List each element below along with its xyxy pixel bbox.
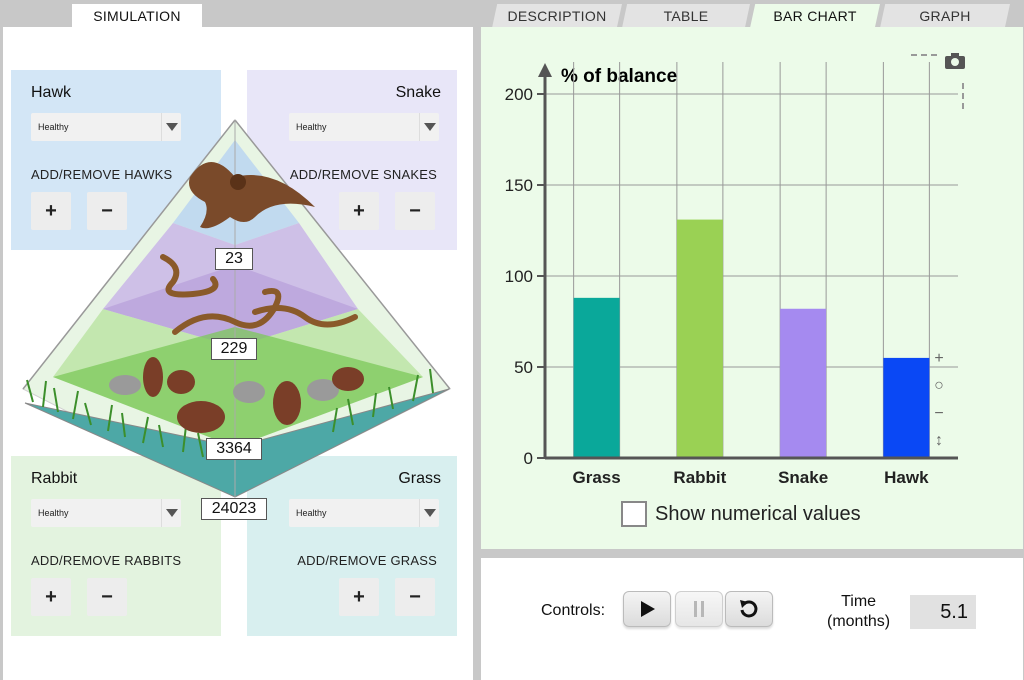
rabbit-icon bbox=[109, 357, 364, 433]
y-tick-label: 150 bbox=[505, 176, 533, 195]
add-grass-button[interactable]: + bbox=[339, 578, 379, 616]
snake-population-label: 229 bbox=[211, 338, 257, 360]
snake-add-remove-label: ADD/REMOVE SNAKES bbox=[289, 167, 437, 182]
tab-description[interactable]: DESCRIPTION bbox=[492, 4, 622, 28]
reset-button[interactable] bbox=[725, 591, 773, 627]
show-values-checkbox[interactable] bbox=[621, 501, 647, 527]
play-icon bbox=[641, 601, 655, 617]
chevron-down-icon[interactable] bbox=[161, 113, 181, 141]
camera-icon[interactable] bbox=[943, 51, 967, 71]
bar-snake bbox=[780, 308, 827, 458]
snake-title: Snake bbox=[395, 84, 441, 101]
pyramid-grass-base bbox=[25, 389, 449, 497]
rabbit-title: Rabbit bbox=[31, 470, 78, 487]
dashed-corner-icon bbox=[911, 54, 964, 111]
show-values-row[interactable]: Show numerical values bbox=[621, 501, 861, 527]
time-value: 5.1 bbox=[910, 595, 976, 629]
remove-hawk-button[interactable]: − bbox=[87, 192, 127, 230]
rabbit-health-select[interactable]: Healthy bbox=[31, 499, 181, 527]
bar-chart-panel: % of balance 0 50 100 150 200 Grass Rabbit Sna… bbox=[481, 27, 1023, 549]
hawk-control-box: Hawk Healthy ADD/REMOVE HAWKS + − bbox=[11, 70, 221, 250]
food-pyramid-illustration bbox=[22, 119, 451, 498]
x-tick-label: Rabbit bbox=[673, 468, 726, 487]
zoom-reset-button[interactable]: ○ bbox=[934, 377, 944, 395]
play-button[interactable] bbox=[623, 591, 671, 627]
add-snake-button[interactable]: + bbox=[339, 192, 379, 230]
rabbit-population-label: 3364 bbox=[206, 438, 262, 460]
snake-health-select[interactable]: Healthy bbox=[289, 113, 439, 141]
grass-title: Grass bbox=[398, 470, 441, 487]
grass-population-label: 24023 bbox=[201, 498, 267, 520]
simulation-panel: Hawk Healthy ADD/REMOVE HAWKS + − Snake … bbox=[3, 27, 473, 680]
pause-icon bbox=[694, 601, 704, 617]
rabbit-add-remove-label: ADD/REMOVE RABBITS bbox=[31, 553, 182, 568]
remove-rabbit-button[interactable]: − bbox=[87, 578, 127, 616]
tab-bar-chart[interactable]: BAR CHART bbox=[750, 4, 880, 28]
chart-bars bbox=[573, 219, 930, 458]
y-tick-label: 200 bbox=[505, 85, 533, 104]
grass-control-box: Grass Healthy ADD/REMOVE GRASS + − bbox=[247, 456, 457, 636]
remove-snake-button[interactable]: − bbox=[395, 192, 435, 230]
zoom-out-button[interactable]: − bbox=[934, 404, 944, 422]
grass-health-value: Healthy bbox=[296, 508, 327, 518]
zoom-in-button[interactable]: + bbox=[934, 349, 944, 367]
chevron-down-icon[interactable] bbox=[161, 499, 181, 527]
x-tick-label: Grass bbox=[573, 468, 621, 487]
chevron-down-icon[interactable] bbox=[419, 499, 439, 527]
bar-chart: % of balance 0 50 100 150 200 Grass Rabbit Sna… bbox=[505, 62, 958, 487]
pause-button[interactable] bbox=[675, 591, 723, 627]
pyramid-snake-layer bbox=[103, 265, 358, 347]
grass-icon bbox=[26, 368, 434, 458]
y-tick-label: 0 bbox=[524, 449, 533, 468]
resize-icon[interactable]: ↕ bbox=[935, 432, 943, 450]
y-tick-label: 100 bbox=[505, 267, 533, 286]
bar-rabbit bbox=[676, 219, 723, 458]
pyramid-edge-right bbox=[234, 119, 451, 390]
time-label-line1: Time bbox=[841, 593, 877, 610]
remove-grass-button[interactable]: − bbox=[395, 578, 435, 616]
rabbit-health-value: Healthy bbox=[38, 508, 69, 518]
chart-title: % of balance bbox=[561, 66, 677, 87]
reset-icon bbox=[740, 600, 758, 618]
zoom-controls: + ○ − ↕ bbox=[927, 345, 951, 455]
time-label-line2: (months) bbox=[827, 613, 891, 630]
bar-hawk bbox=[883, 357, 930, 458]
tab-simulation[interactable]: SIMULATION bbox=[72, 4, 202, 28]
hawk-icon bbox=[189, 162, 315, 229]
add-hawk-button[interactable]: + bbox=[31, 192, 71, 230]
hawk-title: Hawk bbox=[31, 84, 72, 101]
pyramid-edge-left bbox=[22, 119, 236, 390]
x-tick-label: Snake bbox=[778, 468, 828, 487]
controls-panel: Controls: Time (months) 5.1 bbox=[481, 558, 1023, 680]
chart-y-ticks: 0 50 100 150 200 bbox=[505, 85, 545, 468]
y-axis-arrow-icon bbox=[538, 63, 552, 77]
hawk-health-select[interactable]: Healthy bbox=[31, 113, 181, 141]
hawk-health-value: Healthy bbox=[38, 122, 69, 132]
x-tick-label: Hawk bbox=[884, 468, 929, 487]
controls-label: Controls: bbox=[541, 602, 606, 619]
y-tick-label: 50 bbox=[514, 358, 533, 377]
bar-grass bbox=[573, 297, 620, 458]
tab-graph[interactable]: GRAPH bbox=[880, 4, 1010, 28]
hawk-population-label: 23 bbox=[215, 248, 253, 270]
tab-table[interactable]: TABLE bbox=[622, 4, 750, 28]
pyramid-grass-outline bbox=[24, 388, 450, 498]
chevron-down-icon[interactable] bbox=[419, 113, 439, 141]
show-values-label[interactable]: Show numerical values bbox=[655, 502, 861, 525]
snake-icon bbox=[160, 254, 358, 335]
chart-x-ticks: Grass Rabbit Snake Hawk bbox=[573, 468, 930, 487]
time-label: Time (months) bbox=[827, 592, 890, 632]
rabbit-control-box: Rabbit Healthy ADD/REMOVE RABBITS + − bbox=[11, 456, 221, 636]
hawk-add-remove-label: ADD/REMOVE HAWKS bbox=[31, 167, 173, 182]
add-rabbit-button[interactable]: + bbox=[31, 578, 71, 616]
snake-health-value: Healthy bbox=[296, 122, 327, 132]
grass-health-select[interactable]: Healthy bbox=[289, 499, 439, 527]
grass-add-remove-label: ADD/REMOVE GRASS bbox=[297, 553, 437, 568]
